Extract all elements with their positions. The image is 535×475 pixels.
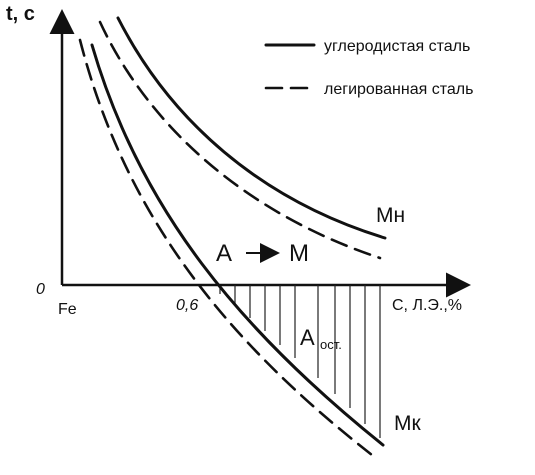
origin-label: 0 [36, 281, 45, 298]
fe-label: Fe [58, 301, 77, 318]
retained-main: А [300, 325, 315, 350]
mk-label: Мк [394, 412, 421, 435]
mark-label: 0,6 [176, 297, 198, 314]
legend-label: легированная сталь [324, 81, 473, 98]
mk-carbon [90, 43, 385, 447]
phase-to: М [289, 240, 309, 267]
retained-sub: ост. [320, 337, 342, 352]
mn-carbon [116, 16, 387, 240]
phase-from: А [216, 240, 232, 267]
mk-alloy [78, 38, 374, 457]
mn-alloy [98, 20, 382, 260]
legend-label: углеродистая сталь [324, 38, 470, 55]
y-axis-label: t, с [6, 3, 35, 25]
mn-label: Мн [376, 204, 405, 227]
x-axis-label: С, Л.Э.,% [392, 297, 462, 314]
hatching [219, 285, 381, 438]
